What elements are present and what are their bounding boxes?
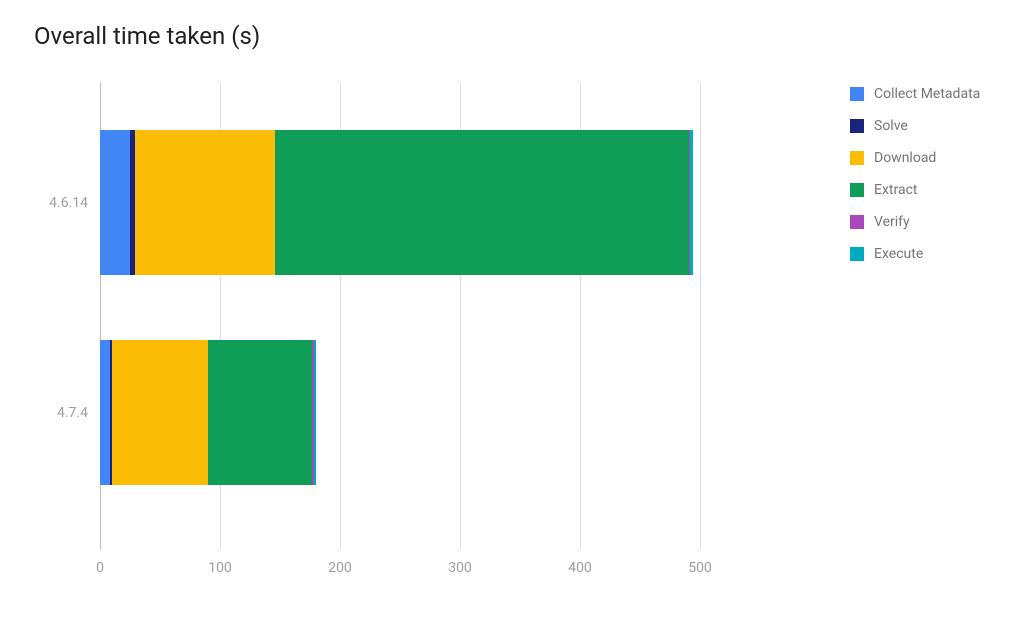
legend-label: Execute	[874, 246, 923, 262]
x-tick-label: 0	[96, 560, 104, 576]
bar-segment	[135, 130, 275, 275]
legend-label: Extract	[874, 182, 917, 198]
bar-segment	[100, 130, 130, 275]
bar-row	[100, 340, 820, 485]
chart-container: Overall time taken (s) Collect Metadata S…	[0, 0, 1024, 633]
chart-title: Overall time taken (s)	[34, 22, 260, 50]
category-label: 4.6.14	[0, 195, 88, 211]
legend-label: Collect Metadata	[874, 86, 980, 102]
legend-label: Solve	[874, 118, 908, 134]
bar-segment	[208, 340, 312, 485]
bar-segment	[112, 340, 208, 485]
legend-item: Extract	[850, 182, 980, 198]
legend-swatch	[850, 87, 864, 101]
legend-item: Verify	[850, 214, 980, 230]
legend-swatch	[850, 151, 864, 165]
bar-row	[100, 130, 820, 275]
legend-swatch	[850, 183, 864, 197]
legend-item: Execute	[850, 246, 980, 262]
bar-segment	[275, 130, 689, 275]
legend-item: Solve	[850, 118, 980, 134]
bar-segment	[314, 340, 316, 485]
plot-area	[100, 82, 820, 550]
legend-swatch	[850, 119, 864, 133]
legend: Collect Metadata Solve Download Extract Veri…	[850, 86, 980, 262]
legend-swatch	[850, 247, 864, 261]
x-tick-label: 500	[688, 560, 712, 576]
legend-item: Collect Metadata	[850, 86, 980, 102]
legend-label: Verify	[874, 214, 910, 230]
x-tick-label: 300	[448, 560, 472, 576]
x-tick-label: 400	[568, 560, 592, 576]
legend-swatch	[850, 215, 864, 229]
x-tick-label: 100	[208, 560, 232, 576]
x-tick-label: 200	[328, 560, 352, 576]
legend-item: Download	[850, 150, 980, 166]
legend-label: Download	[874, 150, 936, 166]
bar-segment	[100, 340, 110, 485]
bar-segment	[690, 130, 692, 275]
category-label: 4.7.4	[0, 405, 88, 421]
